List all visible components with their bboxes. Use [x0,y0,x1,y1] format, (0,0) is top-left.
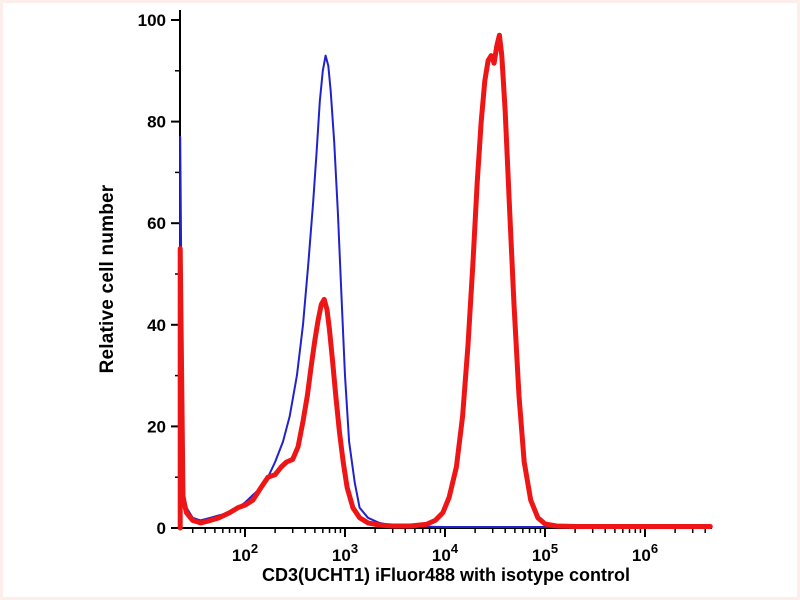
x-tick-label: 103 [332,541,358,565]
x-tick-label: 106 [632,541,658,565]
y-tick-label: 100 [138,11,166,30]
y-tick-label: 0 [157,519,166,538]
x-tick-label: 102 [232,541,258,565]
x-tick-label: 105 [532,541,558,565]
x-axis-title: CD3(UCHT1) iFluor488 with isotype contro… [261,565,631,585]
series-isotype-control-curve [179,54,712,529]
y-tick-label: 20 [147,417,166,436]
x-tick-label: 104 [432,541,459,565]
y-axis-title: Relative cell number [97,184,118,374]
y-tick-label: 60 [147,214,166,233]
y-tick-label: 80 [147,113,166,132]
y-tick-label: 40 [147,316,166,335]
series-cd3-ucht1-ifluor488-curve [177,32,713,531]
